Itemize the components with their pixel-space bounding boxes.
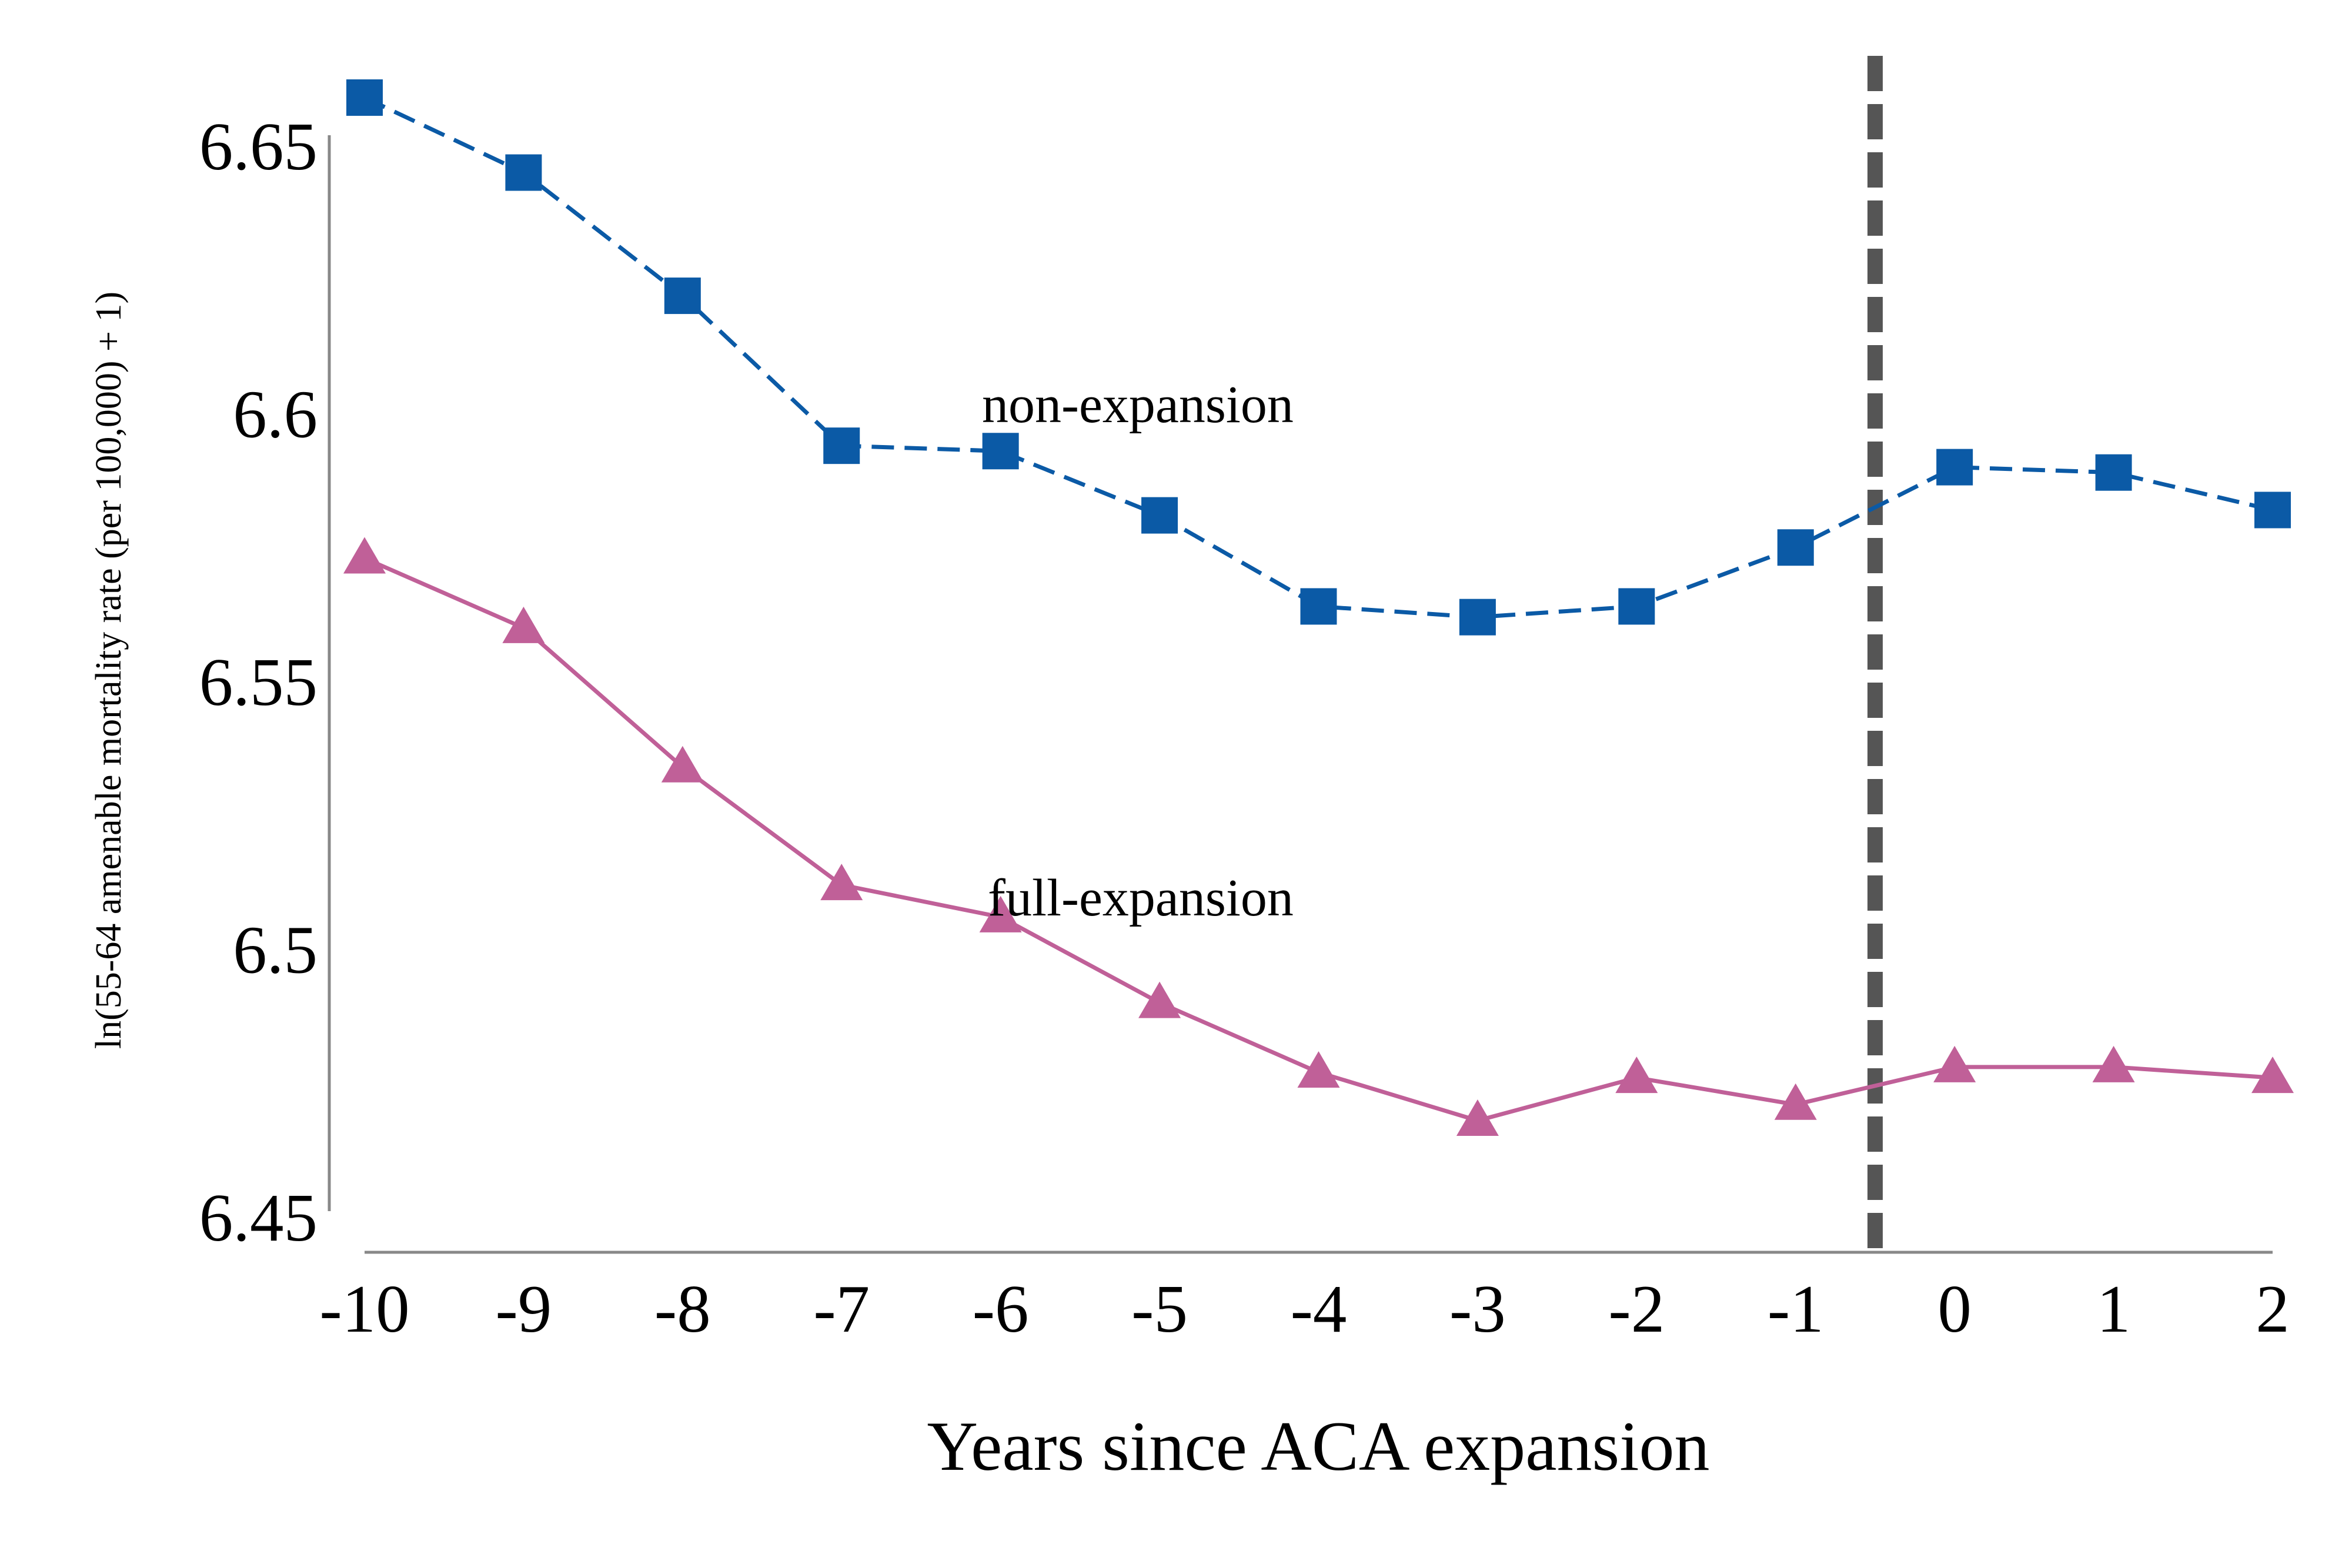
x-tick-label: -4	[1291, 1272, 1347, 1346]
data-point-non-expansion	[1141, 497, 1178, 534]
x-tick-label: -9	[496, 1272, 552, 1346]
y-tick-labels: 6.45 6.5 6.55 6.6 6.65	[199, 109, 318, 1255]
y-tick-label: 6.5	[233, 913, 318, 988]
data-point-non-expansion	[1618, 588, 1655, 625]
data-point-full-expansion	[979, 895, 1022, 932]
axes	[328, 135, 2273, 1254]
data-point-non-expansion	[982, 433, 1019, 470]
series-line-non-expansion	[363, 95, 2273, 620]
data-point-full-expansion	[661, 745, 704, 783]
data-point-non-expansion	[1459, 599, 1496, 636]
series-full-expansion	[343, 537, 2294, 1136]
x-axis-label: Years since ACA expansion	[927, 1407, 1709, 1485]
data-point-full-expansion	[1456, 1099, 1499, 1136]
data-point-full-expansion	[2092, 1045, 2135, 1082]
x-tick-label: -8	[654, 1272, 711, 1346]
data-point-full-expansion	[2251, 1057, 2294, 1094]
data-point-full-expansion	[502, 606, 545, 643]
data-point-non-expansion	[2254, 492, 2291, 529]
data-point-non-expansion	[1777, 529, 1814, 566]
y-tick-label: 6.45	[199, 1181, 318, 1255]
data-point-full-expansion	[343, 537, 386, 574]
series-line-full-expansion	[363, 556, 2273, 1123]
x-tick-label: -7	[813, 1272, 870, 1346]
x-tick-label: -6	[973, 1272, 1029, 1346]
data-point-full-expansion	[1933, 1045, 1976, 1082]
data-point-non-expansion	[346, 79, 383, 116]
x-tick-labels: -10 -9 -8 -7 -6 -5 -4 -3 -2 -1 0 1 2	[319, 1272, 2289, 1346]
series-label-full-expansion: full-expansion	[988, 869, 1294, 927]
data-point-non-expansion	[664, 278, 701, 315]
data-point-non-expansion	[1300, 588, 1337, 625]
x-tick-label: 1	[2097, 1272, 2131, 1346]
series-non-expansion	[346, 79, 2291, 636]
x-tick-label: -1	[1768, 1272, 1824, 1346]
x-tick-label: 2	[2256, 1272, 2290, 1346]
x-tick-label: -2	[1608, 1272, 1665, 1346]
y-tick-label: 6.65	[199, 109, 318, 184]
data-point-non-expansion	[1936, 449, 1973, 486]
data-point-full-expansion	[820, 864, 863, 901]
data-point-full-expansion	[1138, 981, 1181, 1018]
data-point-full-expansion	[1774, 1083, 1817, 1120]
data-point-non-expansion	[823, 427, 860, 464]
y-axis-label: ln(55-64 amenable mortality rate (per 10…	[89, 292, 129, 1049]
x-tick-label: -10	[319, 1272, 409, 1346]
data-point-full-expansion	[1615, 1057, 1658, 1094]
y-tick-label: 6.55	[199, 645, 318, 720]
series-label-non-expansion: non-expansion	[982, 376, 1294, 434]
series-layer	[343, 79, 2294, 1136]
x-tick-label: -5	[1131, 1272, 1188, 1346]
y-tick-label: 6.6	[233, 377, 318, 452]
data-point-non-expansion	[2095, 454, 2132, 491]
data-point-full-expansion	[1297, 1051, 1340, 1088]
x-tick-label: -3	[1449, 1272, 1506, 1346]
data-point-non-expansion	[505, 154, 542, 191]
x-tick-label: 0	[1937, 1272, 1972, 1346]
